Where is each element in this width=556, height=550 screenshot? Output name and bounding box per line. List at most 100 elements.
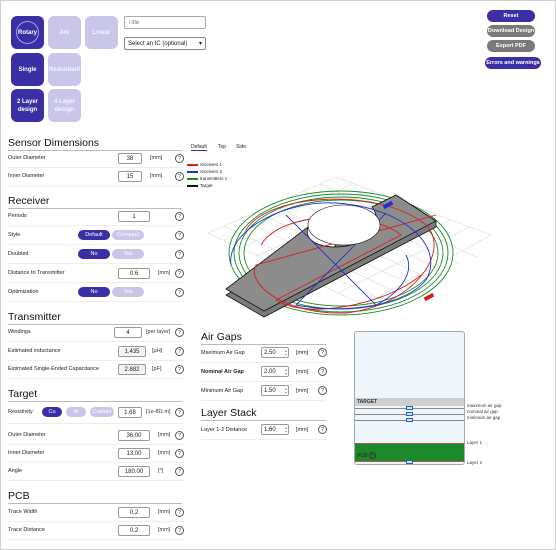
layer-2-label: Layer 2 [467,460,483,465]
capacitance-row: Estimated Single-Ended Capacitance 2.882… [8,361,184,379]
chevron-down-icon: ▾ [198,41,202,47]
unit-label: [mm] [158,509,171,515]
distance-input[interactable]: 0.6 [118,268,150,279]
help-icon[interactable]: ? [175,172,184,181]
target-inner-input[interactable]: 13.00 [118,448,150,459]
help-icon[interactable]: ? [175,449,184,458]
trace-width-input[interactable]: 0.2 [118,507,150,518]
help-icon[interactable]: ? [175,154,184,163]
layer-stack-title: Layer Stack [201,407,257,419]
help-icon[interactable]: ? [175,408,184,417]
arc-tile[interactable]: Arc [48,16,81,49]
nominal-air-gap-input[interactable]: 2.00 ▴ ▾ [261,366,289,377]
help-icon[interactable]: ? [318,367,327,376]
nominal-air-gap-value: 2.00 [264,369,276,375]
unit-label: [°] [158,468,164,474]
rotary-tile[interactable]: Rotary [11,16,44,49]
resistivity-input[interactable]: 1.68 [118,407,142,418]
errors-button[interactable]: Errors and warnings [485,57,541,69]
four-layer-tile[interactable]: 4 Layer design [48,89,81,122]
help-icon[interactable]: ? [175,347,184,356]
help-icon[interactable]: ? [175,431,184,440]
optimization-no-button[interactable]: No [78,287,110,297]
periods-input[interactable]: 1 [118,211,150,222]
pcb-layer-text: PCB [357,453,368,459]
unit-label: [1e-8Ω·m] [146,409,171,415]
doubled-no-button[interactable]: No [78,249,110,259]
spinner-icon[interactable]: ▴ ▾ [284,425,287,434]
sensor-3d-view[interactable] [186,155,501,330]
legend-label: transmitters 1 [200,176,228,181]
layer-distance-row: Layer 1-2 Distance 1.60 ▴ ▾ [mm] ? [201,421,327,440]
help-icon[interactable]: ? [175,526,184,535]
two-layer-tile[interactable]: 2 Layer design [11,89,44,122]
help-icon[interactable]: ? [175,508,184,517]
unit-label: [pF] [152,366,162,372]
windings-row: Windings 4 [per layer] ? [8,324,184,342]
target-outer-input[interactable]: 36.00 [118,430,150,441]
nominal-air-gap-row: Nominal Air Gap 2.00 ▴ ▾ [mm] ? [201,363,327,382]
single-tile[interactable]: Single [11,53,44,86]
resistivity-al-button[interactable]: Al [66,407,86,417]
resistivity-cu-button[interactable]: Cu [42,407,62,417]
tab-default[interactable]: Default [191,144,207,151]
legend-swatch [187,170,198,173]
title-input[interactable] [124,16,206,29]
receiver-2-coil [230,202,432,310]
linear-tile[interactable]: Linear [85,16,118,49]
help-icon[interactable]: ? [175,365,184,374]
help-icon[interactable]: ? [318,425,327,434]
help-icon[interactable]: ? [175,212,184,221]
spinner-icon[interactable]: ▴ ▾ [284,348,287,357]
min-air-gap-label: Minimum Air Gap [201,388,244,394]
help-icon[interactable]: ? [175,269,184,278]
tab-side[interactable]: Side [236,144,247,150]
gap-handle[interactable] [406,412,413,416]
spinner-icon[interactable]: ▴ ▾ [284,367,287,376]
spinner-icon[interactable]: ▴ ▾ [284,386,287,395]
redundant-tile[interactable]: Redundant [48,53,81,86]
style-compact-button[interactable]: Compact [112,230,144,240]
rotary-label: Rotary [17,29,37,36]
max-air-gap-input[interactable]: 2.50 ▴ ▾ [261,347,289,358]
pcb-layer-label: PCB ? [357,452,376,459]
layer-distance-input[interactable]: 1.60 ▴ ▾ [261,424,289,435]
capacitance-value: 2.882 [118,364,146,375]
export-pdf-button[interactable]: Export PDF [487,40,535,52]
unit-label: [per layer] [146,329,171,335]
style-row: Style Default Compact ? [8,227,184,245]
resistivity-row: Resistivity Cu Al Custom 1.68 [1e-8Ω·m] … [8,404,184,424]
legend-label: receivers 1 [200,162,223,167]
windings-input[interactable]: 4 [114,327,142,338]
optimization-yes-button[interactable]: Yes [112,287,144,297]
target-angle-input[interactable]: 180.00 [118,466,150,477]
inner-diameter-input[interactable]: 15 [118,171,142,182]
help-icon[interactable]: ? [175,250,184,259]
ic-select[interactable]: Select an IC (optional) ▾ [124,37,206,50]
reset-button[interactable]: Reset [487,10,535,22]
pcb-title: PCB [8,490,30,502]
help-icon[interactable]: ? [175,328,184,337]
outer-diameter-input[interactable]: 38 [118,153,142,164]
style-default-button[interactable]: Default [78,230,110,240]
help-icon[interactable]: ? [175,231,184,240]
trace-width-label: Trace Width [8,509,38,515]
help-icon[interactable]: ? [318,348,327,357]
tab-top[interactable]: Top [218,144,227,150]
unit-label: [µH] [152,348,163,354]
linear-label: Linear [92,29,111,36]
help-icon[interactable]: ? [175,467,184,476]
download-button[interactable]: Download Design [487,25,535,37]
help-icon[interactable]: ? [175,288,184,297]
resistivity-custom-button[interactable]: Custom [90,407,114,417]
min-air-gap-input[interactable]: 1.50 ▴ ▾ [261,385,289,396]
help-icon[interactable]: ? [368,452,376,459]
help-icon[interactable]: ? [318,386,327,395]
gap-handle[interactable] [406,418,413,422]
gap-handle[interactable] [406,406,413,410]
trace-distance-input[interactable]: 0.2 [118,525,150,536]
doubled-row: Doubled No Yes ? [8,246,184,264]
layer-handle[interactable] [406,460,413,464]
target-layer [355,398,464,406]
doubled-yes-button[interactable]: Yes [112,249,144,259]
